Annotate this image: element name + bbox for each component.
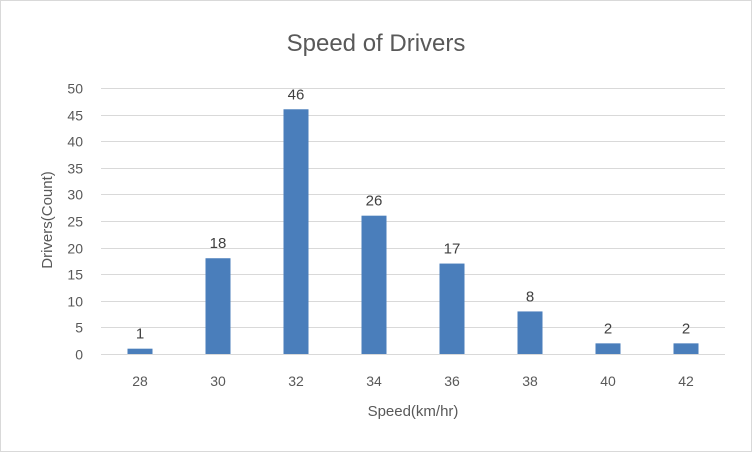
data-label: 2 [604, 320, 612, 337]
y-tick-label: 20 [67, 241, 83, 257]
x-tick-label: 30 [210, 373, 226, 389]
y-tick-label: 15 [67, 267, 83, 283]
y-tick-label: 50 [67, 81, 83, 97]
y-tick-label: 0 [75, 347, 83, 363]
data-label: 1 [136, 326, 144, 343]
bar [127, 348, 153, 354]
x-tick-label: 32 [288, 373, 304, 389]
data-label: 26 [366, 193, 383, 210]
data-labels: 1 18 46 26 17 8 2 2 [136, 86, 690, 342]
bar [595, 343, 621, 354]
bar [439, 263, 465, 354]
y-tick-label: 25 [67, 214, 83, 230]
bar [283, 109, 309, 354]
y-tick-label: 10 [67, 294, 83, 310]
x-tick-label: 40 [600, 373, 616, 389]
x-tick-label: 28 [132, 373, 148, 389]
x-tick-label: 42 [678, 373, 694, 389]
bar [205, 258, 231, 354]
x-axis-title: Speed(km/hr) [368, 403, 459, 420]
y-tick-label: 45 [67, 108, 83, 124]
chart-title: Speed of Drivers [287, 30, 466, 57]
gridlines [101, 88, 725, 355]
bars [127, 109, 699, 354]
x-tick-label: 38 [522, 373, 538, 389]
bar [517, 311, 543, 354]
y-tick-label: 35 [67, 161, 83, 177]
data-label: 2 [682, 320, 690, 337]
y-tick-label: 40 [67, 134, 83, 150]
data-label: 46 [288, 86, 305, 103]
data-label: 18 [210, 235, 227, 252]
bar [673, 343, 699, 354]
x-tick-label: 36 [444, 373, 460, 389]
data-label: 17 [444, 241, 461, 258]
bar [361, 215, 387, 354]
data-label: 8 [526, 288, 534, 305]
y-axis-title: Drivers(Count) [39, 171, 56, 269]
x-axis-ticks: 28 30 32 34 36 38 40 42 [132, 373, 694, 389]
x-tick-label: 34 [366, 373, 382, 389]
y-tick-label: 5 [75, 320, 83, 336]
y-axis-ticks: 0 5 10 15 20 25 30 35 40 45 50 [67, 81, 83, 363]
y-tick-label: 30 [67, 187, 83, 203]
